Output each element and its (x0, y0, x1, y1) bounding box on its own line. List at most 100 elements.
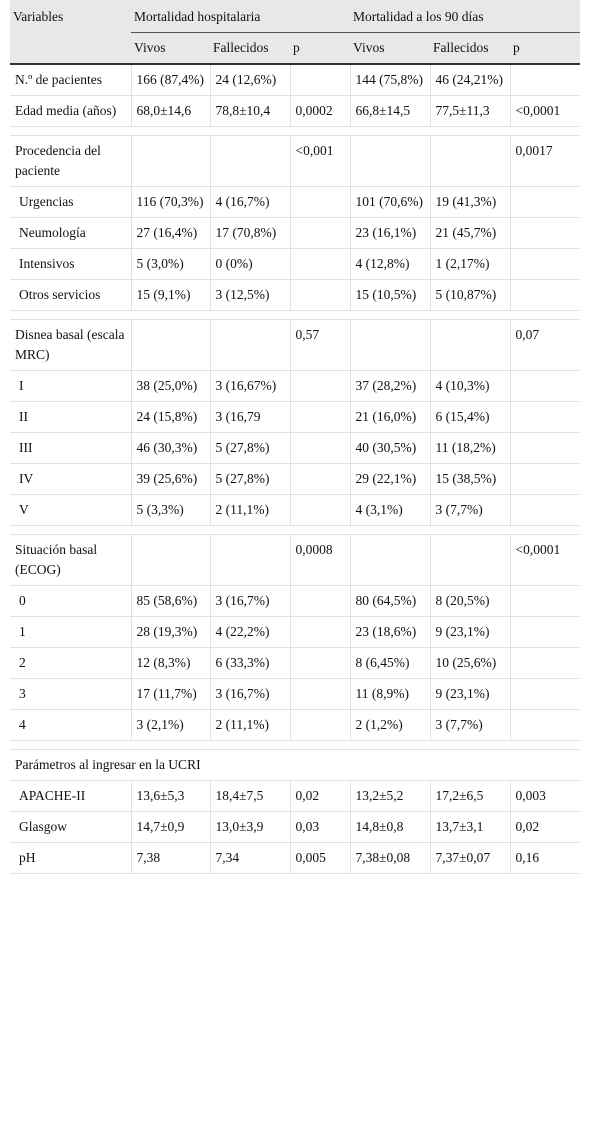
section-header-row: Parámetros al ingresar en la UCRI (10, 749, 581, 781)
table-cell (430, 319, 511, 371)
table-cell: 0,02 (290, 780, 351, 812)
section-spacer (10, 310, 581, 320)
table-cell: 15 (10,5%) (350, 279, 431, 311)
table-cell (290, 370, 351, 402)
table-cell: 3 (7,7%) (430, 709, 511, 741)
row-label: 1 (10, 616, 132, 648)
table-cell (350, 135, 431, 187)
table-cell (510, 279, 581, 311)
table-row: Glasgow 14,7±0,9 13,0±3,9 0,03 14,8±0,8 13,7±… (10, 811, 581, 843)
table-cell: 17,2±6,5 (430, 780, 511, 812)
header-deceased-hospital: Fallecidos (210, 32, 290, 65)
table-cell (430, 534, 511, 586)
table-row: II 24 (15,8%) 3 (16,79 21 (16,0%) 6 (15,4%) (10, 401, 581, 433)
table-cell: 0,0017 (510, 135, 581, 187)
table-cell: 0,003 (510, 780, 581, 812)
table-cell (290, 585, 351, 617)
table-row: Procedencia del paciente <0,001 0,0017 (10, 135, 581, 187)
table-cell: 17 (70,8%) (210, 217, 291, 249)
table-cell: 19 (41,3%) (430, 186, 511, 218)
table-cell (430, 135, 511, 187)
table-cell (210, 534, 291, 586)
table-row: I 38 (25,0%) 3 (16,67%) 37 (28,2%) 4 (10,3%) (10, 370, 581, 402)
table-cell: 13,7±3,1 (430, 811, 511, 843)
table-cell: 4 (10,3%) (430, 370, 511, 402)
table-cell (510, 463, 581, 495)
table-cell: 38 (25,0%) (131, 370, 211, 402)
header-p-hospital: p (290, 32, 351, 65)
table-cell: 8 (6,45%) (350, 647, 431, 679)
row-label: APACHE-II (10, 780, 132, 812)
table-cell: 40 (30,5%) (350, 432, 431, 464)
table-cell (210, 135, 291, 187)
table-cell: 17 (11,7%) (131, 678, 211, 710)
table-cell: <0,0001 (510, 95, 581, 127)
table-cell (510, 217, 581, 249)
table-cell: 46 (24,21%) (430, 64, 511, 96)
table-cell (290, 217, 351, 249)
table-cell: 15 (9,1%) (131, 279, 211, 311)
table-row: 1 28 (19,3%) 4 (22,2%) 23 (18,6%) 9 (23,1%) (10, 616, 581, 648)
table-cell: 24 (15,8%) (131, 401, 211, 433)
table-cell: 13,2±5,2 (350, 780, 431, 812)
row-label: Otros servicios (10, 279, 132, 311)
table-cell (290, 186, 351, 218)
row-label: V (10, 494, 132, 526)
spacer-cell (10, 126, 581, 136)
table-body: N.º de pacientes 166 (87,4%) 24 (12,6%) 144… (10, 64, 581, 874)
table-cell (290, 494, 351, 526)
table-row: 2 12 (8,3%) 6 (33,3%) 8 (6,45%) 10 (25,6%) (10, 647, 581, 679)
row-label: Procedencia del paciente (10, 135, 132, 187)
table-cell: 3 (16,7%) (210, 678, 291, 710)
table-cell (290, 616, 351, 648)
table-cell: 78,8±10,4 (210, 95, 291, 127)
table-cell: 13,0±3,9 (210, 811, 291, 843)
table-cell: 2 (1,2%) (350, 709, 431, 741)
row-label: Situación basal (ECOG) (10, 534, 132, 586)
table-cell: 9 (23,1%) (430, 616, 511, 648)
table-cell: 3 (16,67%) (210, 370, 291, 402)
table-cell: 0,03 (290, 811, 351, 843)
table-cell: 144 (75,8%) (350, 64, 431, 96)
table-cell: 14,7±0,9 (131, 811, 211, 843)
table-row: Neumología 27 (16,4%) 17 (70,8%) 23 (16,1%)… (10, 217, 581, 249)
table-cell (290, 709, 351, 741)
table-cell (510, 647, 581, 679)
table-cell: 77,5±11,3 (430, 95, 511, 127)
table-cell: 166 (87,4%) (131, 64, 211, 96)
table-cell: 15 (38,5%) (430, 463, 511, 495)
table-cell: 3 (16,79 (210, 401, 291, 433)
table-cell: 80 (64,5%) (350, 585, 431, 617)
table-cell (350, 534, 431, 586)
table-row: Intensivos 5 (3,0%) 0 (0%) 4 (12,8%) 1 (2,17… (10, 248, 581, 280)
table-cell: 0,07 (510, 319, 581, 371)
table-cell (290, 647, 351, 679)
table-cell (510, 370, 581, 402)
row-label: 0 (10, 585, 132, 617)
row-label: Neumología (10, 217, 132, 249)
table-cell (510, 401, 581, 433)
table-cell: 101 (70,6%) (350, 186, 431, 218)
table-cell: <0,001 (290, 135, 351, 187)
table-cell: 7,37±0,07 (430, 842, 511, 874)
table-cell: 5 (10,87%) (430, 279, 511, 311)
table-cell (510, 64, 581, 96)
table-row: IV 39 (25,6%) 5 (27,8%) 29 (22,1%) 15 (38,5%… (10, 463, 581, 495)
table-cell: 2 (11,1%) (210, 494, 291, 526)
table-cell: 46 (30,3%) (131, 432, 211, 464)
table-cell: 29 (22,1%) (350, 463, 431, 495)
table-cell: 7,38±0,08 (350, 842, 431, 874)
table-cell: 10 (25,6%) (430, 647, 511, 679)
table-cell: 0,57 (290, 319, 351, 371)
table-cell: 0 (0%) (210, 248, 291, 280)
table-cell: 4 (12,8%) (350, 248, 431, 280)
table-cell: 12 (8,3%) (131, 647, 211, 679)
table-cell: 21 (45,7%) (430, 217, 511, 249)
table-cell (510, 678, 581, 710)
spacer-cell (10, 310, 581, 320)
table-cell: 13,6±5,3 (131, 780, 211, 812)
table-cell (131, 534, 211, 586)
table-cell (510, 616, 581, 648)
table-cell (131, 135, 211, 187)
table-row: Otros servicios 15 (9,1%) 3 (12,5%) 15 (10,… (10, 279, 581, 311)
